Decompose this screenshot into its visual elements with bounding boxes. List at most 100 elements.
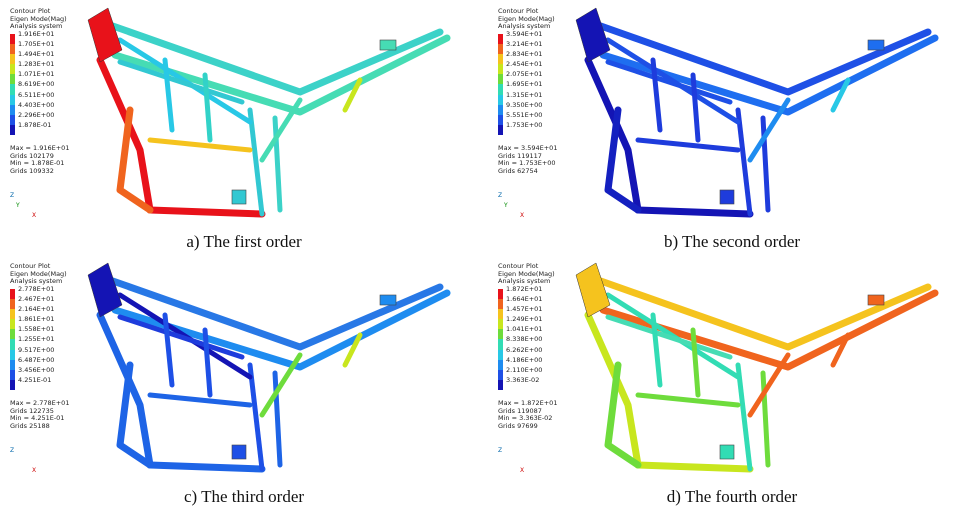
legend-label: 1.705E+01: [18, 41, 54, 49]
legend-stats: Max = 3.594E+01Grids 119117Min = 1.753E+…: [498, 145, 557, 175]
legend-label: 1.041E+01: [506, 326, 542, 334]
frame-drawing: [488, 0, 976, 235]
legend-label: 2.467E+01: [18, 296, 54, 304]
tube: [638, 395, 738, 405]
bracket: [232, 445, 246, 459]
panel: Contour PlotEigen Mode(Mag)Analysis syst…: [0, 255, 488, 510]
legend-label: 1.664E+01: [506, 296, 542, 304]
legend-label: 2.778E+01: [18, 286, 54, 294]
bracket: [380, 40, 396, 50]
color-bar-row: 4.251E-01: [10, 380, 69, 390]
tube: [738, 365, 750, 469]
legend: Contour PlotEigen Mode(Mag)Analysis syst…: [498, 263, 557, 430]
frame: [576, 263, 935, 469]
tube: [598, 25, 928, 92]
color-swatch: [10, 105, 15, 115]
bracket: [380, 295, 396, 305]
legend-stats: Max = 2.778E+01Grids 122735Min = 4.251E-…: [10, 400, 69, 430]
legend-label: 2.834E+01: [506, 51, 542, 59]
legend-label: 4.186E+00: [506, 357, 542, 365]
color-swatch: [498, 370, 503, 380]
page: html, body { margin: 0; padding: 0; back…: [0, 0, 976, 510]
color-swatch: [10, 319, 15, 329]
legend-label: 1.753E+00: [506, 122, 542, 130]
legend-label: 3.594E+01: [506, 31, 542, 39]
axis-label: X: [32, 467, 36, 474]
color-swatch: [10, 115, 15, 125]
color-bar: 1.872E+01 1.664E+01 1.457E+01 1.249E+01 1.04…: [498, 289, 557, 391]
color-swatch: [10, 84, 15, 94]
color-swatch: [10, 289, 15, 299]
bracket: [720, 445, 734, 459]
tube: [250, 365, 262, 469]
caption: a) The first order: [0, 232, 488, 252]
color-swatch: [498, 329, 503, 339]
color-bar-row: 1.753E+00: [498, 125, 557, 135]
color-swatch: [10, 125, 15, 135]
legend-label: 9.517E+00: [18, 347, 54, 355]
color-swatch: [498, 360, 503, 370]
color-swatch: [10, 34, 15, 44]
tube: [250, 110, 262, 214]
color-swatch: [498, 54, 503, 64]
axis-label: Z: [498, 192, 502, 199]
legend-stat: Grids 97699: [498, 423, 557, 431]
axis-label: Y: [504, 202, 508, 209]
legend-label: 1.878E-01: [18, 122, 51, 130]
color-swatch: [498, 64, 503, 74]
color-swatch: [10, 74, 15, 84]
color-swatch: [10, 329, 15, 339]
caption: b) The second order: [488, 232, 976, 252]
legend-label: 8.619E+00: [18, 81, 54, 89]
color-swatch: [498, 319, 503, 329]
frame: [88, 8, 447, 214]
tube: [150, 140, 250, 150]
axis-label: Z: [10, 192, 14, 199]
color-swatch: [498, 74, 503, 84]
color-swatch: [10, 350, 15, 360]
legend-label: 1.255E+01: [18, 336, 54, 344]
legend-label: 4.403E+00: [18, 102, 54, 110]
tube: [150, 395, 250, 405]
legend-label: 1.249E+01: [506, 316, 542, 324]
color-bar-row: 1.878E-01: [10, 125, 69, 135]
frame: [88, 263, 447, 469]
axis-label: X: [520, 467, 524, 474]
panel: Contour PlotEigen Mode(Mag)Analysis syst…: [488, 255, 976, 510]
color-swatch: [498, 95, 503, 105]
legend-label: 1.457E+01: [506, 306, 542, 314]
axis-label: X: [520, 212, 524, 219]
axis-label: Z: [498, 447, 502, 454]
axis-label: Z: [10, 447, 14, 454]
frame-drawing: [0, 0, 488, 235]
bracket: [720, 190, 734, 204]
legend: Contour PlotEigen Mode(Mag)Analysis syst…: [10, 263, 69, 430]
color-swatch: [498, 125, 503, 135]
legend-label: 1.695E+01: [506, 81, 542, 89]
legend-label: 1.872E+01: [506, 286, 542, 294]
legend-label: 3.456E+00: [18, 367, 54, 375]
caption: c) The third order: [0, 487, 488, 507]
panel: Contour PlotEigen Mode(Mag)Analysis syst…: [0, 0, 488, 255]
legend-label: 3.363E-02: [506, 377, 539, 385]
legend-label: 2.075E+01: [506, 71, 542, 79]
color-swatch: [498, 299, 503, 309]
color-bar-row: 3.363E-02: [498, 380, 557, 390]
legend-label: 4.251E-01: [18, 377, 51, 385]
legend-label: 1.916E+01: [18, 31, 54, 39]
legend: Contour PlotEigen Mode(Mag)Analysis syst…: [10, 8, 69, 175]
legend-label: 2.454E+01: [506, 61, 542, 69]
color-swatch: [498, 84, 503, 94]
tube: [738, 110, 750, 214]
frame: [576, 8, 935, 214]
legend-label: 2.296E+00: [18, 112, 54, 120]
axis-label: Y: [16, 202, 20, 209]
color-swatch: [498, 105, 503, 115]
frame-drawing: [488, 255, 976, 490]
color-swatch: [10, 370, 15, 380]
color-swatch: [10, 339, 15, 349]
